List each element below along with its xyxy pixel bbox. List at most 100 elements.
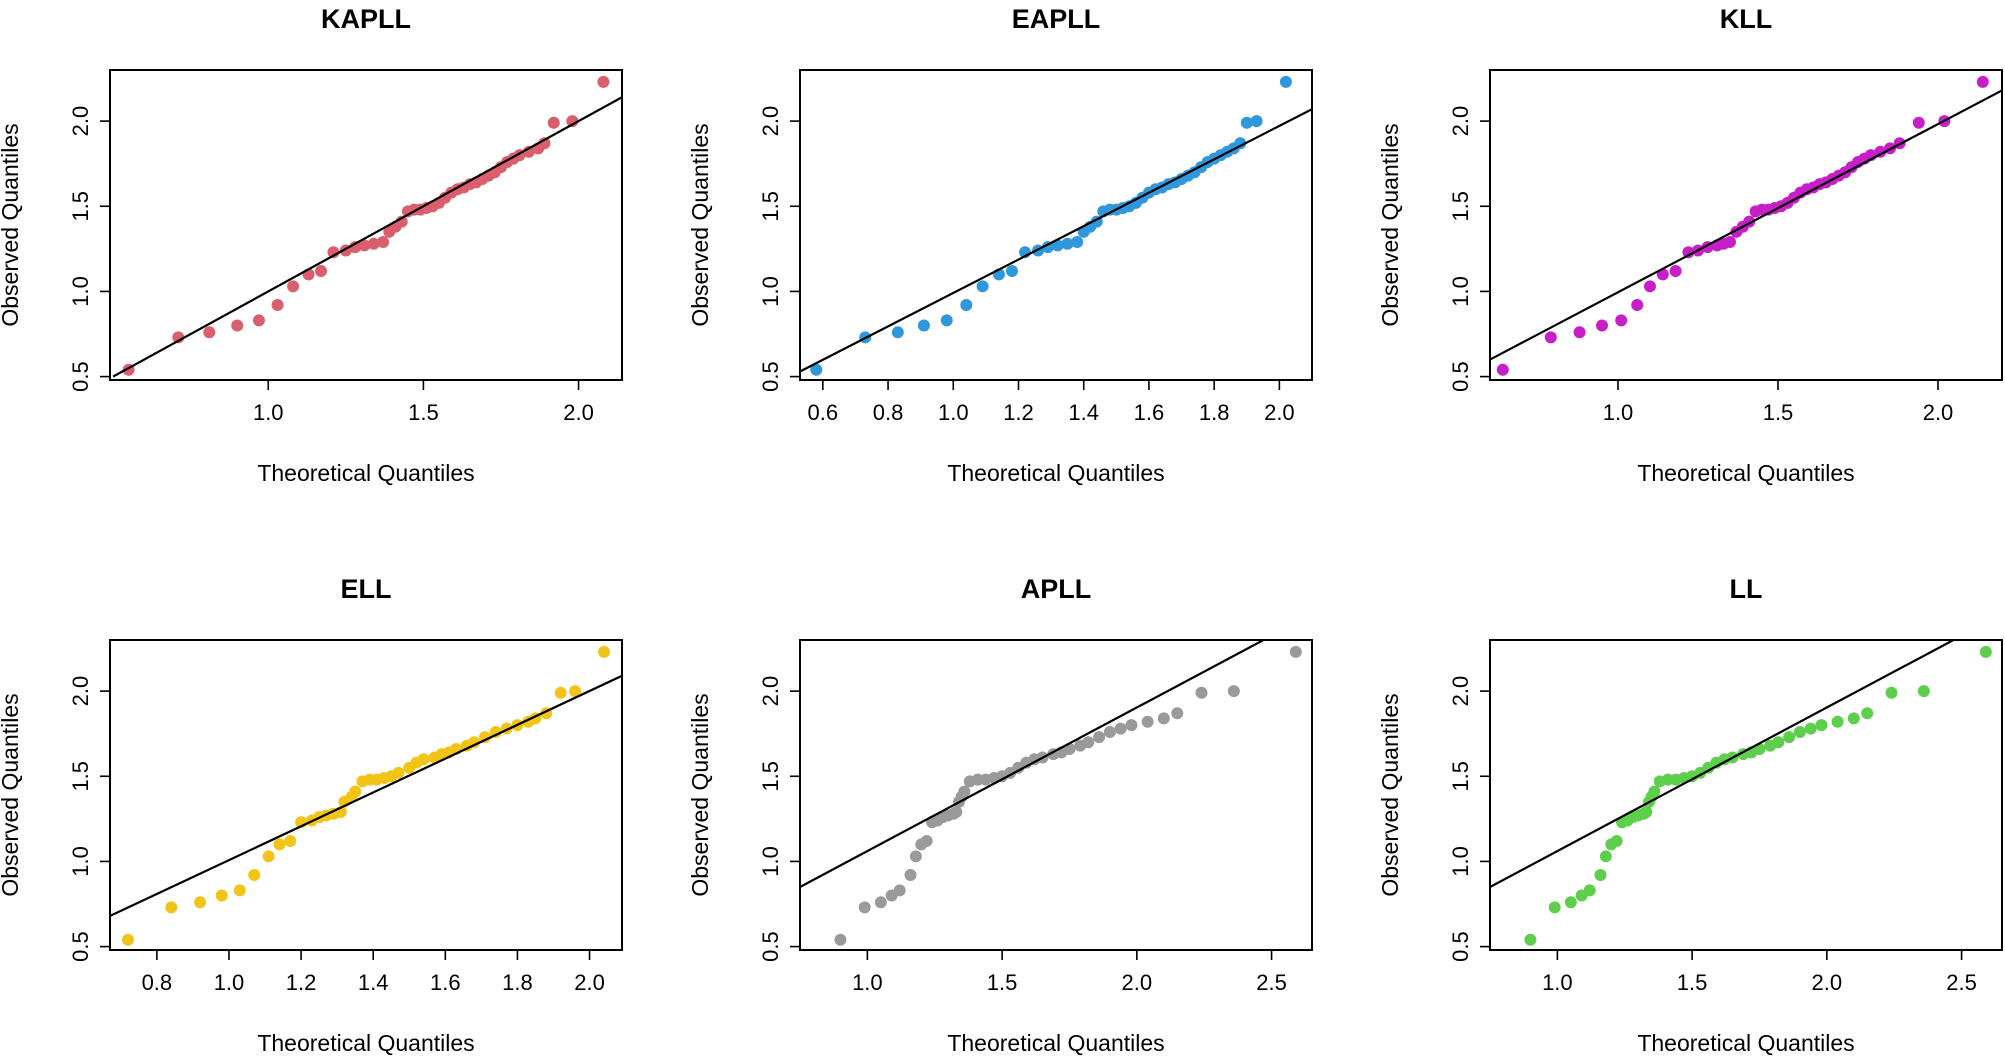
y-tick-label: 0.5 bbox=[1448, 361, 1473, 392]
data-point bbox=[858, 901, 871, 914]
data-point bbox=[315, 264, 328, 277]
chart-title: APLL bbox=[1021, 574, 1092, 604]
data-point bbox=[194, 896, 207, 909]
data-point bbox=[287, 280, 300, 293]
x-tick-label: 1.5 bbox=[987, 970, 1018, 995]
data-point bbox=[1496, 363, 1509, 376]
data-point bbox=[478, 731, 491, 744]
data-point bbox=[1783, 731, 1796, 744]
data-point bbox=[1573, 326, 1586, 339]
x-tick-label: 0.8 bbox=[873, 400, 904, 425]
data-point bbox=[1793, 725, 1806, 738]
y-tick-label: 1.5 bbox=[68, 191, 93, 222]
x-tick-label: 1.2 bbox=[286, 970, 317, 995]
qq-panel-ll: LL 1.0 1.5 2.0 2.5 0.5 1.0 1.5 2.0 Theoretical Qu… bbox=[1377, 574, 2003, 1056]
qq-panel-eapll: EAPLL 0.6 0.8 1.0 1.2 1.4 1.6 1.8 2.0 0.5 1.0 1.5 2.… bbox=[687, 4, 1313, 486]
y-axis-label: Observed Quantiles bbox=[1377, 123, 1403, 326]
data-point bbox=[122, 933, 135, 946]
x-tick-label: 1.5 bbox=[1763, 400, 1794, 425]
y-tick-label: 1.0 bbox=[1448, 846, 1473, 877]
data-point bbox=[958, 785, 971, 798]
x-axis-label: Theoretical Quantiles bbox=[257, 460, 474, 486]
data-point bbox=[1644, 280, 1656, 293]
data-point bbox=[1548, 901, 1561, 914]
chart-title: ELL bbox=[341, 574, 392, 604]
data-point bbox=[1279, 75, 1292, 88]
x-tick-label: 2.0 bbox=[563, 400, 594, 425]
data-point bbox=[597, 645, 610, 658]
x-tick-label: 0.6 bbox=[808, 400, 839, 425]
data-point bbox=[231, 319, 244, 332]
data-point bbox=[1093, 731, 1106, 744]
y-tick-label: 2.0 bbox=[1448, 676, 1473, 707]
data-point bbox=[271, 299, 284, 312]
y-tick-label: 1.5 bbox=[758, 191, 783, 222]
y-tick-label: 0.5 bbox=[758, 931, 783, 962]
data-point bbox=[1544, 331, 1557, 344]
data-point bbox=[358, 239, 371, 252]
data-point bbox=[1596, 319, 1608, 332]
data-point bbox=[874, 896, 887, 909]
data-point bbox=[909, 850, 922, 863]
y-tick-label: 1.0 bbox=[758, 276, 783, 307]
data-point bbox=[1171, 707, 1184, 720]
data-point bbox=[349, 785, 362, 798]
x-tick-label: 2.0 bbox=[1812, 970, 1843, 995]
data-point bbox=[1524, 933, 1537, 946]
y-axis-label: Observed Quantiles bbox=[0, 693, 23, 896]
data-point bbox=[1640, 806, 1653, 819]
data-point bbox=[597, 75, 610, 88]
chart-title: EAPLL bbox=[1012, 4, 1101, 34]
data-point bbox=[904, 869, 917, 882]
plot-frame bbox=[799, 69, 1313, 381]
qq-panel-kapll: KAPLL 1.0 1.5 2.0 0.5 1.0 1.5 2.0 Theoretical Qu… bbox=[0, 4, 623, 486]
x-tick-label: 2.0 bbox=[1122, 970, 1153, 995]
y-axis-label: Observed Quantiles bbox=[0, 123, 23, 326]
data-point bbox=[1610, 834, 1623, 847]
data-point bbox=[489, 725, 502, 738]
data-point bbox=[1631, 299, 1644, 312]
data-point bbox=[1669, 264, 1682, 277]
data-point bbox=[547, 116, 560, 129]
data-point bbox=[1583, 884, 1596, 897]
plot-frame bbox=[109, 639, 623, 951]
reference-line bbox=[800, 640, 1265, 888]
data-point bbox=[1724, 236, 1736, 249]
x-axis-label: Theoretical Quantiles bbox=[257, 1030, 474, 1056]
qq-panel-kll: KLL 1.0 1.5 2.0 0.5 1.0 1.5 2.0 Theoretical Quan… bbox=[1377, 4, 2003, 486]
data-point bbox=[1227, 685, 1240, 698]
data-point bbox=[1682, 246, 1695, 259]
y-tick-label: 2.0 bbox=[68, 676, 93, 707]
data-point bbox=[215, 889, 228, 902]
x-tick-label: 1.4 bbox=[358, 970, 389, 995]
x-tick-label: 1.0 bbox=[253, 400, 284, 425]
y-tick-label: 1.0 bbox=[68, 276, 93, 307]
data-point bbox=[252, 314, 265, 327]
y-tick-label: 2.0 bbox=[1448, 106, 1473, 137]
plot-frame bbox=[109, 69, 623, 381]
reference-line bbox=[112, 96, 622, 378]
plot-frame bbox=[1489, 639, 2003, 951]
x-tick-label: 1.8 bbox=[1199, 400, 1230, 425]
y-tick-label: 1.0 bbox=[758, 846, 783, 877]
x-tick-label: 1.0 bbox=[1603, 400, 1634, 425]
plot-frame bbox=[1489, 69, 2003, 381]
x-tick-label: 1.6 bbox=[1134, 400, 1165, 425]
x-tick-label: 2.0 bbox=[1923, 400, 1954, 425]
data-point bbox=[976, 280, 989, 293]
data-point bbox=[1912, 116, 1925, 129]
data-point bbox=[1648, 785, 1661, 798]
data-point bbox=[233, 884, 246, 897]
data-point bbox=[1979, 645, 1992, 658]
reference-line bbox=[1490, 640, 1955, 888]
data-point bbox=[1141, 715, 1154, 728]
chart-title: LL bbox=[1730, 574, 1763, 604]
qq-panel-ell: ELL 0.8 1.0 1.2 1.4 1.6 1.8 2.0 0.5 1.0 1.5 2.0 Theo… bbox=[0, 574, 623, 1056]
data-point bbox=[1594, 869, 1607, 882]
x-tick-label: 1.8 bbox=[502, 970, 533, 995]
data-point bbox=[468, 736, 481, 749]
data-point bbox=[810, 363, 823, 376]
x-axis-label: Theoretical Quantiles bbox=[947, 1030, 1164, 1056]
data-point bbox=[1051, 239, 1064, 252]
data-point bbox=[920, 834, 933, 847]
